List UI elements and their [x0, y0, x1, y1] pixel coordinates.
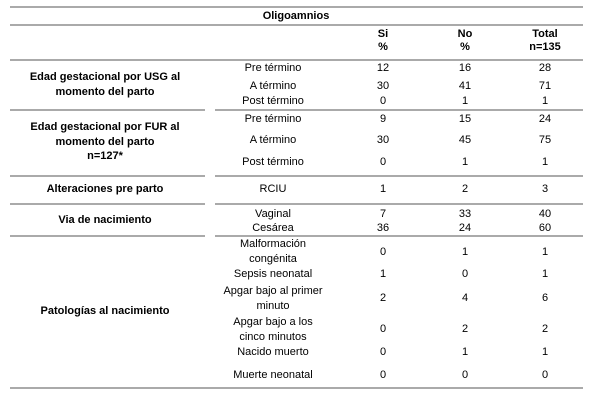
- cell-value: 24: [539, 113, 551, 125]
- cell-value: 0: [462, 369, 468, 381]
- cell-value: 60: [539, 222, 551, 234]
- cell-value: 6: [542, 292, 548, 304]
- cell-value: 0: [380, 369, 386, 381]
- row-label: Apgar bajo al primer: [223, 285, 322, 297]
- row-label: Muerte neonatal: [233, 369, 313, 381]
- group-label: Alteraciones pre parto: [47, 183, 164, 195]
- cell-value: 45: [459, 134, 471, 146]
- cell-value: 40: [539, 208, 551, 220]
- row-label: Vaginal: [255, 208, 291, 220]
- cell-value: 75: [539, 134, 551, 146]
- cell-value: 41: [459, 80, 471, 92]
- column-header: Total: [532, 28, 557, 40]
- cell-value: 1: [462, 346, 468, 358]
- cell-value: 0: [380, 323, 386, 335]
- cell-value: 1: [462, 95, 468, 107]
- row-label: cinco minutos: [239, 331, 307, 343]
- cell-value: 16: [459, 62, 471, 74]
- cell-value: 2: [462, 323, 468, 335]
- group-label: Edad gestacional por USG al: [30, 71, 180, 83]
- row-label: Pre término: [245, 113, 302, 125]
- cell-value: 2: [462, 183, 468, 195]
- group-label: momento del parto: [55, 86, 154, 98]
- row-label: Apgar bajo a los: [233, 316, 313, 328]
- group-label: momento del parto: [55, 136, 154, 148]
- table-title: Oligoamnios: [263, 10, 330, 22]
- cell-value: 33: [459, 208, 471, 220]
- row-label: A término: [250, 80, 296, 92]
- cell-value: 1: [380, 268, 386, 280]
- column-header: Si: [378, 28, 388, 40]
- cell-value: 0: [380, 346, 386, 358]
- cell-value: 0: [380, 246, 386, 258]
- row-label: RCIU: [260, 183, 287, 195]
- cell-value: 7: [380, 208, 386, 220]
- cell-value: 15: [459, 113, 471, 125]
- cell-value: 1: [462, 246, 468, 258]
- row-label: Sepsis neonatal: [234, 268, 312, 280]
- column-header: n=135: [529, 41, 561, 53]
- row-label: Cesárea: [252, 222, 294, 234]
- cell-value: 3: [542, 183, 548, 195]
- group-label: n=127*: [87, 150, 123, 162]
- group-label: Edad gestacional por FUR al: [30, 121, 179, 133]
- cell-value: 2: [542, 323, 548, 335]
- cell-value: 12: [377, 62, 389, 74]
- column-header: %: [460, 41, 470, 53]
- cell-value: 1: [542, 95, 548, 107]
- row-label: Pre término: [245, 62, 302, 74]
- row-label: Malformación: [240, 238, 306, 250]
- cell-value: 71: [539, 80, 551, 92]
- cell-value: 0: [542, 369, 548, 381]
- cell-value: 2: [380, 292, 386, 304]
- cell-value: 1: [542, 346, 548, 358]
- group-label: Patologías al nacimiento: [41, 305, 170, 317]
- row-label: A término: [250, 134, 296, 146]
- row-label: Post término: [242, 156, 304, 168]
- cell-value: 30: [377, 134, 389, 146]
- group-label: Via de nacimiento: [58, 214, 152, 226]
- row-label: congénita: [249, 253, 298, 265]
- cell-value: 0: [380, 156, 386, 168]
- cell-value: 30: [377, 80, 389, 92]
- cell-value: 24: [459, 222, 471, 234]
- row-label: minuto: [256, 300, 289, 312]
- cell-value: 1: [462, 156, 468, 168]
- cell-value: 28: [539, 62, 551, 74]
- row-label: Post término: [242, 95, 304, 107]
- cell-value: 1: [542, 268, 548, 280]
- cell-value: 0: [462, 268, 468, 280]
- cell-value: 4: [462, 292, 468, 304]
- cell-value: 1: [380, 183, 386, 195]
- column-header: No: [458, 28, 473, 40]
- column-header: %: [378, 41, 388, 53]
- cell-value: 36: [377, 222, 389, 234]
- cell-value: 0: [380, 95, 386, 107]
- cell-value: 1: [542, 156, 548, 168]
- cell-value: 9: [380, 113, 386, 125]
- cell-value: 1: [542, 246, 548, 258]
- row-label: Nacido muerto: [237, 346, 309, 358]
